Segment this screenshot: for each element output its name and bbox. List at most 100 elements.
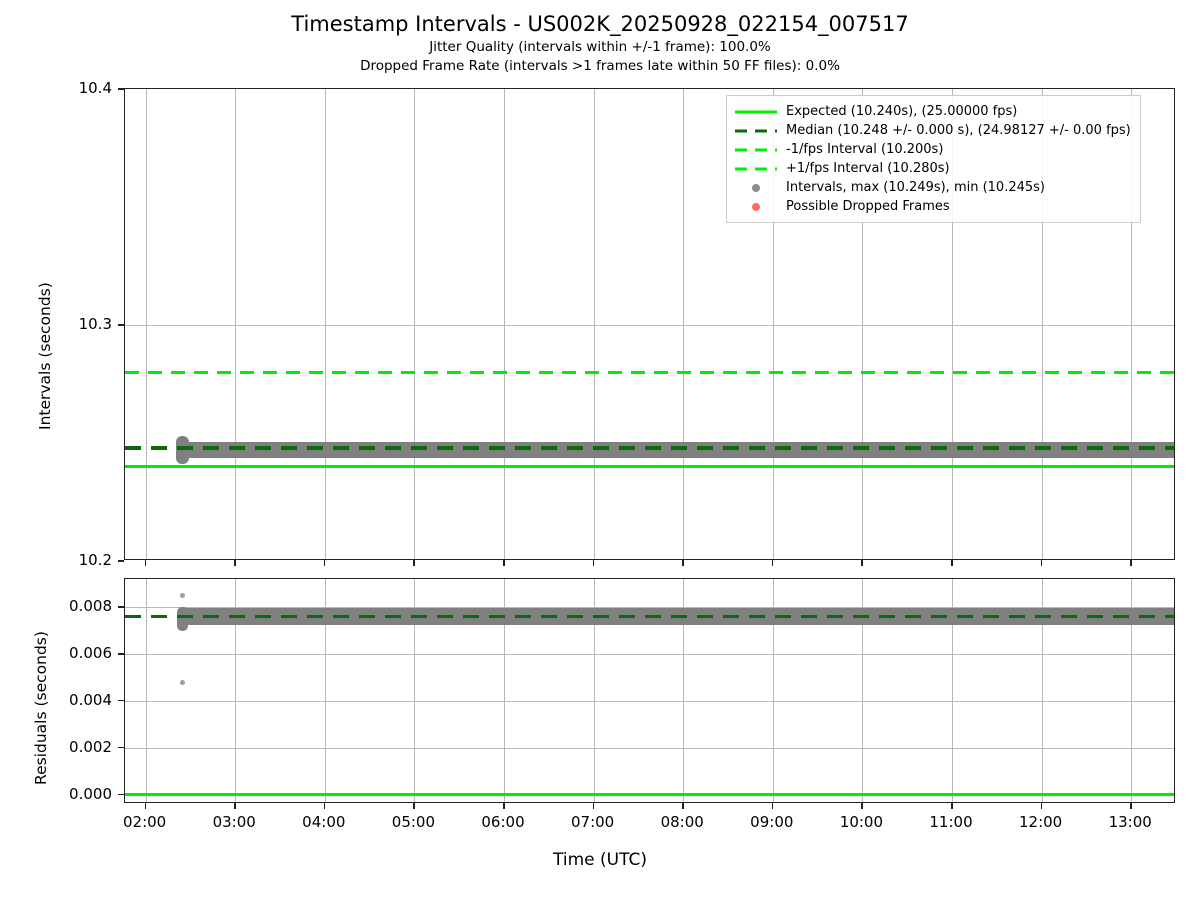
x-axis-tick: [951, 803, 953, 809]
y-axis-label-residuals: Residuals (seconds): [32, 631, 50, 785]
legend-item: Intervals, max (10.249s), min (10.245s): [735, 178, 1131, 197]
x-tick-label: 07:00: [570, 813, 615, 831]
plus-fps-interval-line: [125, 370, 1174, 374]
y-axis-label-intervals: Intervals (seconds): [36, 282, 54, 430]
x-axis-tick-upper: [144, 560, 147, 566]
y-axis-tick: [118, 793, 124, 796]
gridline-vertical: [235, 579, 237, 802]
residual-outlier-point: [180, 679, 186, 685]
gridline-vertical: [1131, 89, 1133, 559]
gridline-vertical: [593, 579, 595, 802]
page-title: Timestamp Intervals - US002K_20250928_02…: [291, 12, 909, 36]
x-tick-label: 02:00: [122, 813, 167, 831]
residuals-start-cluster: [177, 607, 189, 631]
legend-key-line: [735, 162, 777, 176]
gridline-vertical: [683, 89, 685, 559]
x-tick-label: 06:00: [481, 813, 525, 831]
y-axis-tick: [118, 699, 124, 702]
residuals-bump-segment: [472, 609, 527, 614]
x-axis-tick-upper: [503, 560, 505, 566]
intervals-plot-area: [125, 89, 1174, 559]
y-axis-tick: [118, 324, 124, 326]
legend-label: Expected (10.240s), (25.00000 fps): [786, 104, 1018, 119]
legend-marker-intervals-icon: [752, 183, 760, 192]
gridline-horizontal: [125, 700, 1174, 702]
gridline-vertical: [504, 579, 505, 802]
gridline-vertical: [145, 579, 147, 802]
x-axis-tick: [323, 803, 326, 809]
x-tick-label: 08:00: [660, 813, 704, 831]
x-tick-label: 13:00: [1108, 813, 1152, 831]
x-axis-tick-upper: [771, 560, 774, 566]
gridline-vertical: [1041, 89, 1043, 559]
x-tick-label: 10:00: [839, 813, 884, 831]
gridline-vertical: [772, 579, 774, 802]
gridline-vertical: [772, 89, 774, 559]
gridline-vertical: [414, 579, 416, 802]
legend-key-marker: [735, 200, 777, 214]
x-axis-tick: [1130, 803, 1132, 809]
residuals-zero-line: [125, 793, 1174, 797]
x-axis-tick-upper: [592, 560, 595, 566]
gridline-vertical: [1131, 579, 1133, 802]
legend-item: +1/fps Interval (10.280s): [735, 159, 1131, 178]
legend-item: Possible Dropped Frames: [735, 197, 1131, 216]
legend-key-line: [735, 105, 777, 119]
x-axis-tick: [1040, 803, 1043, 809]
y-axis-tick: [118, 560, 124, 562]
intervals-scatter-start-cluster: [176, 436, 190, 464]
gridline-vertical: [324, 579, 326, 802]
gridline-vertical: [235, 89, 237, 559]
gridline-vertical: [145, 89, 147, 559]
subtitle-dropped-frame-rate: Dropped Frame Rate (intervals >1 frames …: [360, 58, 840, 74]
legend-label: Intervals, max (10.249s), min (10.245s): [786, 180, 1045, 195]
legend-line-icon: [735, 110, 777, 113]
y-tick-label-intervals: 10.3: [78, 315, 112, 333]
residuals-plot-area: [125, 579, 1174, 802]
x-axis-tick: [503, 803, 505, 809]
y-tick-label-residuals: 0.002: [69, 737, 112, 756]
legend-label: +1/fps Interval (10.280s): [786, 161, 950, 176]
legend-marker-dropped-frames-icon: [752, 202, 760, 211]
legend-key-line: [735, 124, 777, 138]
legend-label: Median (10.248 +/- 0.000 s), (24.98127 +…: [786, 123, 1131, 138]
gridline-vertical: [324, 89, 326, 559]
x-axis-tick-upper: [234, 560, 236, 566]
legend-line-icon: [735, 167, 777, 170]
legend-line-icon: [735, 129, 777, 132]
x-axis-tick: [413, 803, 415, 809]
y-tick-label-intervals: 10.4: [78, 79, 112, 97]
x-tick-label: 09:00: [750, 813, 794, 831]
gridline-horizontal: [125, 654, 1174, 655]
legend-item: Median (10.248 +/- 0.000 s), (24.98127 +…: [735, 121, 1131, 140]
x-axis-tick-upper: [413, 560, 415, 566]
legend-key-marker: [735, 181, 777, 195]
x-axis-tick: [144, 803, 147, 809]
gridline-vertical: [504, 89, 505, 559]
y-tick-label-intervals: 10.2: [78, 551, 112, 569]
gridline-vertical: [862, 579, 864, 802]
legend-label: Possible Dropped Frames: [786, 199, 950, 214]
title-block: Timestamp Intervals - US002K_20250928_02…: [0, 10, 1200, 76]
gridline-vertical: [683, 579, 685, 802]
x-axis-tick-upper: [1130, 560, 1132, 566]
x-axis-tick-upper: [861, 560, 863, 566]
legend-item: Expected (10.240s), (25.00000 fps): [735, 102, 1131, 121]
y-axis-tick: [118, 88, 124, 90]
y-tick-label-residuals: 0.008: [69, 597, 112, 616]
gridline-horizontal: [125, 607, 1174, 609]
x-axis-tick-upper: [951, 560, 953, 566]
residual-outlier-point: [180, 592, 186, 598]
gridline-horizontal: [125, 747, 1174, 749]
gridline-vertical: [1041, 579, 1043, 802]
expected-line: [125, 465, 1174, 469]
x-axis-tick: [682, 803, 684, 809]
x-axis-tick-upper: [682, 560, 684, 566]
x-tick-label: 12:00: [1018, 813, 1063, 831]
y-tick-label-residuals: 0.006: [69, 644, 112, 662]
x-axis-tick: [592, 803, 595, 809]
x-tick-label: 05:00: [391, 813, 436, 831]
legend-line-icon: [735, 148, 777, 151]
x-axis-tick-upper: [1040, 560, 1043, 566]
